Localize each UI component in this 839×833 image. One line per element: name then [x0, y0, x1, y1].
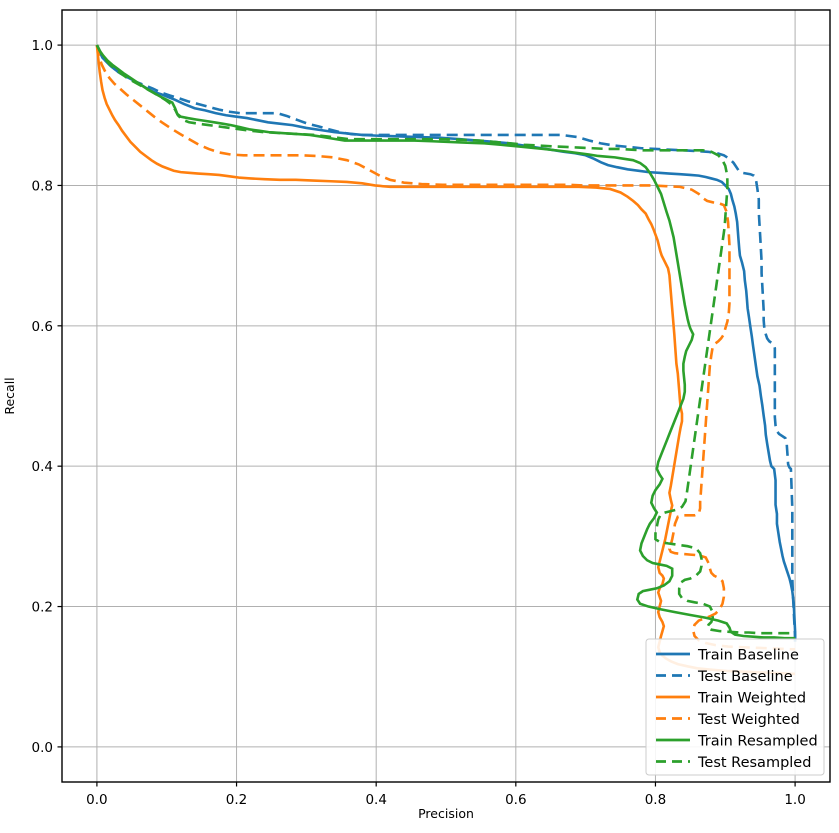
xtick-label-0.4: 0.4 [365, 792, 386, 808]
legend-label-test-resampled: Test Resampled [697, 755, 811, 771]
series-line-test-weighted [95, 44, 796, 651]
legend-label-train-weighted: Train Weighted [697, 691, 806, 707]
legend: Train Baseline Test Baseline Train Weighte… [645, 638, 825, 776]
xtick-label-0.0: 0.0 [86, 792, 107, 808]
series-line-train-baseline [95, 44, 797, 642]
xtick-label-0.8: 0.8 [645, 792, 666, 808]
legend-label-test-baseline: Test Baseline [697, 669, 793, 685]
series-line-train-weighted [95, 44, 796, 676]
ytick-label-0.4: 0.4 [32, 459, 53, 475]
legend-label-train-resampled: Train Resampled [697, 734, 818, 750]
xtick-label-1.0: 1.0 [784, 792, 805, 808]
series-lines [95, 44, 797, 676]
ytick-label-0.0: 0.0 [32, 740, 53, 756]
y-axis-title: Recall [2, 377, 17, 414]
x-tick-labels: 0.0 0.2 0.4 0.6 0.8 1.0 [86, 792, 806, 808]
y-tick-labels: 0.0 0.2 0.4 0.6 0.8 1.0 [32, 38, 53, 756]
xtick-label-0.2: 0.2 [226, 792, 247, 808]
series-line-test-resampled [95, 44, 796, 635]
legend-label-test-weighted: Test Weighted [697, 712, 800, 728]
ytick-label-1.0: 1.0 [32, 38, 53, 54]
series-line-train-resampled [95, 44, 796, 640]
legend-background [645, 638, 825, 776]
series-line-test-baseline [95, 44, 797, 642]
tickmarks [57, 44, 796, 787]
legend-entries: Train Baseline Test Baseline Train Weighte… [656, 648, 818, 771]
xtick-label-0.6: 0.6 [505, 792, 526, 808]
axes-spines [61, 9, 831, 783]
x-axis-title: Precision [418, 806, 474, 821]
ytick-label-0.2: 0.2 [32, 600, 53, 616]
ytick-label-0.6: 0.6 [32, 319, 53, 335]
ytick-label-0.8: 0.8 [32, 178, 53, 194]
legend-label-train-baseline: Train Baseline [697, 648, 799, 664]
